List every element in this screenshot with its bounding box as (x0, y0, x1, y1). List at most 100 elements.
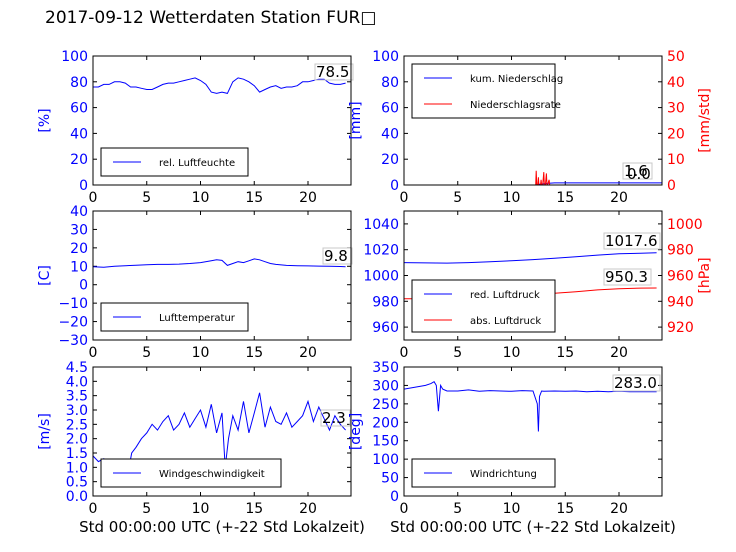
precipitation-ytick-label: 100 (372, 49, 399, 65)
winddirection-ytick-label: 0 (390, 489, 399, 505)
temperature-ytick-label: 10 (70, 259, 88, 275)
humidity-ytick-label: 80 (70, 75, 88, 91)
pressure-ytick-label: 980 (372, 294, 399, 310)
humidity-legend-label: rel. Luftfeuchte (159, 158, 235, 169)
pressure-legend-box (411, 279, 556, 333)
humidity-ytick-label: 20 (70, 152, 88, 168)
precipitation-y2tick-label: 20 (667, 126, 685, 142)
precipitation-ytick-label: 80 (381, 75, 399, 91)
precipitation-legend-label: Niederschlagsrate (470, 100, 561, 111)
temperature-ylabel: [C] (37, 265, 53, 286)
pressure-xtick-label: 20 (610, 345, 628, 361)
pressure-ytick-label: 1040 (363, 217, 399, 233)
pressure-xtick-label: 0 (400, 345, 409, 361)
winddirection-ylabel: [deg] (348, 413, 364, 450)
pressure-legend-label: abs. Luftdruck (470, 316, 541, 327)
temperature-xtick-label: 15 (245, 345, 263, 361)
pressure-last-value-box (603, 232, 661, 250)
temperature-last-value: 9.8 (324, 247, 348, 265)
temperature-last-value-box (322, 247, 353, 265)
precipitation-y2tick-label: 10 (667, 152, 685, 168)
pressure-y2tick-label: 1000 (667, 217, 703, 233)
winddirection-ytick-label: 50 (381, 471, 399, 487)
precipitation-plot-frame (403, 55, 663, 186)
humidity-ytick-label: 60 (70, 101, 88, 117)
precipitation-xtick-label: 5 (453, 190, 462, 206)
windspeed-ytick-label: 0.0 (66, 489, 88, 505)
winddirection-last-value: 283.0 (614, 374, 657, 392)
windspeed-xtick-label: 10 (192, 501, 210, 517)
windspeed-ytick-label: 3.0 (66, 403, 88, 419)
humidity-xtick-label: 5 (142, 190, 151, 206)
pressure-xtick-label: 5 (453, 345, 462, 361)
winddirection-last-value-box (612, 374, 661, 392)
figure-title: 2017-09-12 Wetterdaten Station FUR□ (45, 8, 377, 28)
winddirection-ytick-label: 150 (372, 434, 399, 450)
windspeed-xtick-label: 20 (299, 501, 317, 517)
winddirection-xtick-label: 10 (503, 501, 521, 517)
pressure-y2tick-label: 920 (667, 320, 694, 336)
pressure-ytick-label: 1000 (363, 269, 399, 285)
pressure-last-value: 1017.6 (605, 232, 658, 250)
precipitation-last-value-2: 0.0 (627, 165, 651, 183)
humidity-xtick-label: 10 (192, 190, 210, 206)
humidity-ytick-label: 0 (79, 178, 88, 194)
windspeed-last-value-box (320, 409, 351, 427)
humidity-ytick-label: 100 (61, 49, 88, 65)
pressure-xtick-label: 15 (556, 345, 574, 361)
temperature-plot-frame (92, 210, 352, 341)
humidity-plot-frame (92, 55, 352, 186)
precipitation-y2tick-label: 30 (667, 101, 685, 117)
precipitation-ylabel: [mm] (348, 101, 364, 139)
pressure-legend-label: red. Luftdruck (470, 290, 540, 301)
humidity-xtick-label: 20 (299, 190, 317, 206)
windspeed-ytick-label: 1.5 (66, 446, 88, 462)
pressure-last-value-box (603, 268, 652, 286)
winddirection-series-0-line (404, 381, 657, 432)
precipitation-xtick-label: 0 (400, 190, 409, 206)
precipitation-y2label: [mm/std] (697, 88, 713, 153)
temperature-xtick-label: 5 (142, 345, 151, 361)
temperature-legend-label: Lufttemperatur (159, 313, 236, 324)
windspeed-ytick-label: 4.0 (66, 374, 88, 390)
windspeed-ytick-label: 0.5 (66, 475, 88, 491)
temperature-xtick-label: 10 (192, 345, 210, 361)
windspeed-ytick-label: 3.5 (66, 389, 88, 405)
precipitation-legend-box (411, 63, 556, 119)
temperature-ytick-label: 30 (70, 222, 88, 238)
windspeed-ytick-label: 4.5 (66, 360, 88, 376)
temperature-xtick-label: 20 (299, 345, 317, 361)
windspeed-ytick-label: 2.0 (66, 432, 88, 448)
precipitation-legend-label: kum. Niederschlag (470, 74, 563, 85)
windspeed-xtick-label: 15 (245, 501, 263, 517)
humidity-series-0-line (93, 77, 346, 94)
temperature-series-0-line (93, 258, 346, 268)
xlabel-right: Std 00:00:00 UTC (+-22 Std Lokalzeit) (390, 518, 676, 536)
humidity-xtick-label: 0 (89, 190, 98, 206)
pressure-xtick-label: 10 (503, 345, 521, 361)
pressure-last-value: 950.3 (605, 268, 648, 286)
humidity-ylabel: [%] (37, 108, 53, 132)
winddirection-ytick-label: 350 (372, 360, 399, 376)
windspeed-ytick-label: 2.5 (66, 417, 88, 433)
winddirection-ytick-label: 200 (372, 415, 399, 431)
temperature-ytick-label: −10 (58, 296, 88, 312)
winddirection-legend-label: Windrichtung (470, 469, 537, 480)
temperature-ytick-label: −20 (58, 315, 88, 331)
windspeed-xtick-label: 5 (142, 501, 151, 517)
precipitation-y2tick-label: 40 (667, 75, 685, 91)
winddirection-xtick-label: 20 (610, 501, 628, 517)
precipitation-last-value-box (622, 162, 653, 180)
winddirection-ytick-label: 250 (372, 397, 399, 413)
pressure-plot-frame (403, 210, 663, 341)
windspeed-legend-label: Windgeschwindigkeit (159, 469, 265, 480)
humidity-last-value: 78.5 (316, 63, 349, 81)
precipitation-y2tick-label: 50 (667, 49, 685, 65)
temperature-ytick-label: 20 (70, 241, 88, 257)
temperature-xtick-label: 0 (89, 345, 98, 361)
precipitation-xtick-label: 20 (610, 190, 628, 206)
temperature-ytick-label: 40 (70, 204, 88, 220)
windspeed-series-0-line (93, 392, 346, 486)
winddirection-xtick-label: 5 (453, 501, 462, 517)
